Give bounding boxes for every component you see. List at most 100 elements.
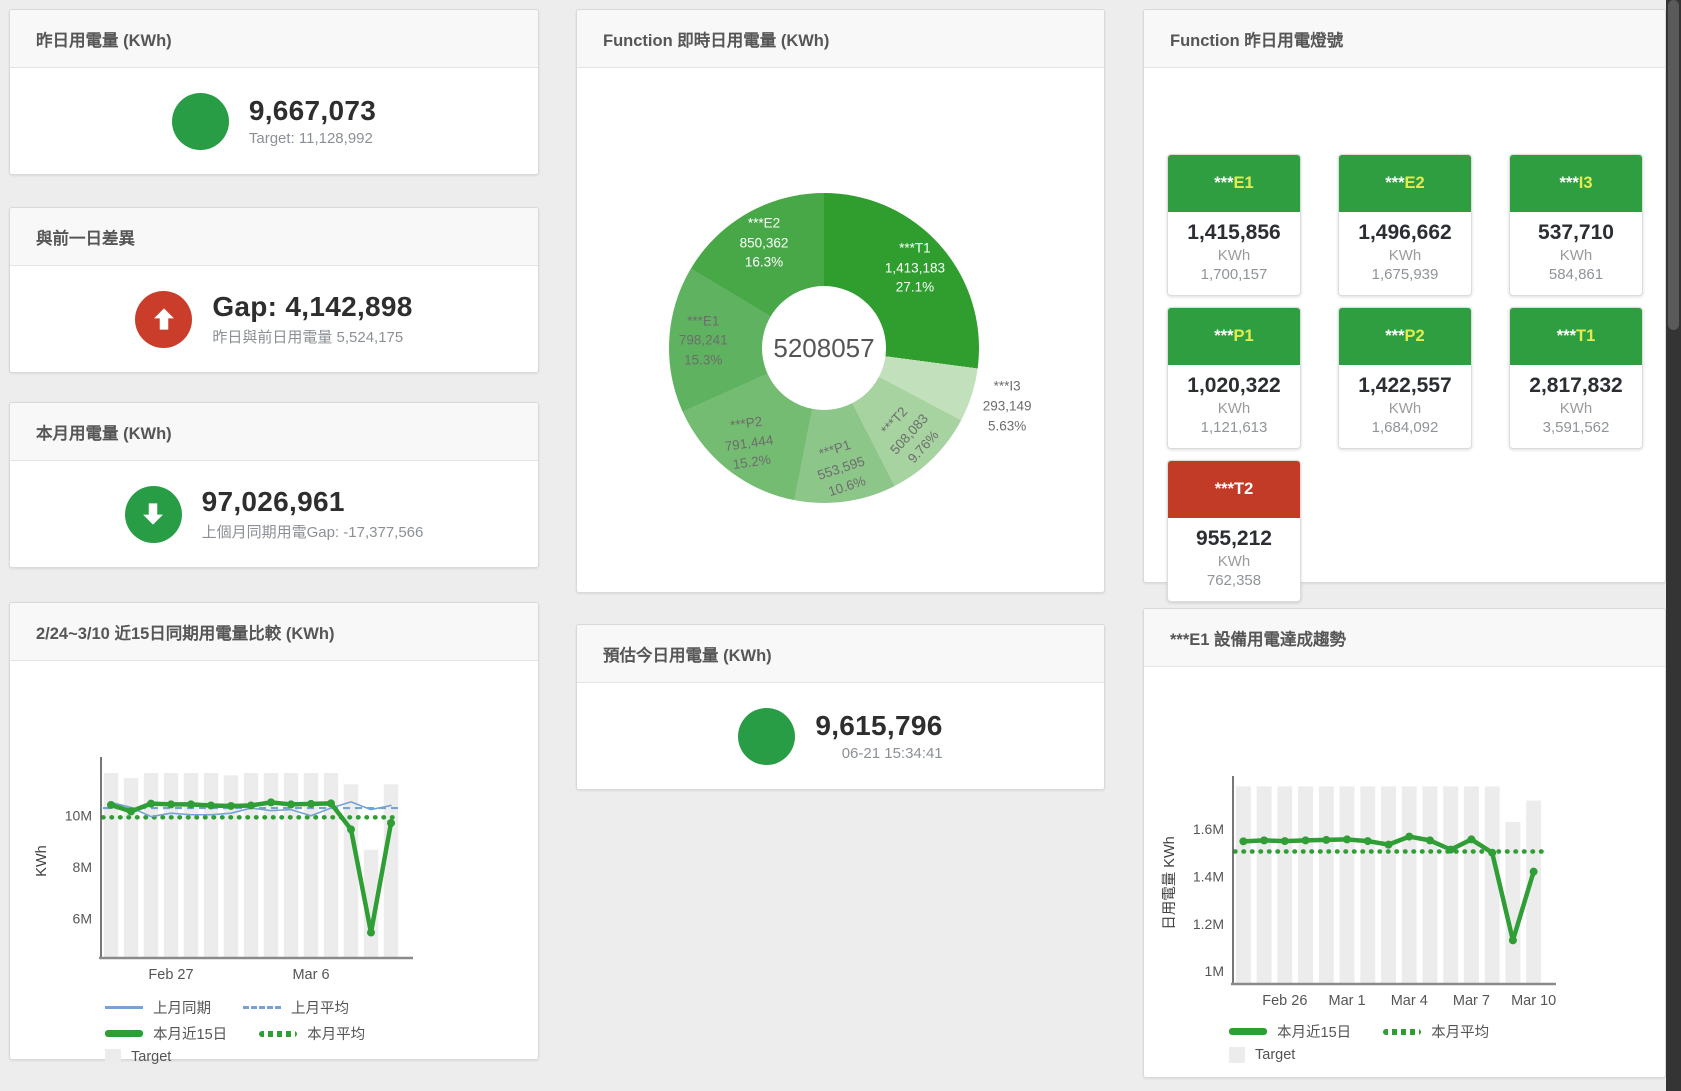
legend-swatch bbox=[105, 1006, 143, 1009]
legend-item[interactable]: 本月平均 bbox=[259, 1023, 365, 1044]
light-tile-e2[interactable]: *** E2 1,496,662 KWh 1,675,939 bbox=[1338, 154, 1472, 296]
light-tile-t1[interactable]: *** T1 2,817,832 KWh 3,591,562 bbox=[1509, 307, 1643, 449]
tile-code: P2 bbox=[1404, 327, 1425, 345]
tile-code: E1 bbox=[1233, 174, 1254, 192]
tile-value: 1,020,322 bbox=[1187, 374, 1281, 397]
panel-month-usage: 本月用電量 (KWh) 97,026,961 上個月同期用電Gap: -17,3… bbox=[9, 402, 539, 568]
donut-chart[interactable]: 5208057 ***T1 1,413,183 27.1% ***I3 293,149 5… bbox=[669, 193, 1032, 503]
tile-value: 2,817,832 bbox=[1529, 374, 1623, 397]
legend-swatch bbox=[105, 1049, 121, 1065]
tile-stars: *** bbox=[1559, 174, 1579, 192]
tile-stars: *** bbox=[1385, 174, 1405, 192]
panel-lights: Function 昨日用電燈號 *** E1 1,415,856 KWh 1,700,1… bbox=[1143, 9, 1666, 602]
legend-item[interactable]: 本月近15日 bbox=[105, 1023, 227, 1044]
legend-label: 本月近15日 bbox=[153, 1027, 228, 1043]
legend-label: Target bbox=[131, 1049, 172, 1065]
panel-header-trend[interactable]: ***E1 設備用電達成趨勢 bbox=[1144, 609, 1665, 667]
legend-swatch bbox=[1229, 1028, 1267, 1035]
svg-text:Mar 10: Mar 10 bbox=[1511, 993, 1556, 1009]
tile-header: *** I3 bbox=[1510, 155, 1642, 212]
scrollbar-thumb[interactable] bbox=[1668, 0, 1679, 330]
light-tile-e1[interactable]: *** E1 1,415,856 KWh 1,700,157 bbox=[1167, 154, 1301, 296]
legend-label: 本月近15日 bbox=[1277, 1025, 1352, 1041]
tile-header: *** E1 bbox=[1168, 155, 1300, 212]
light-tile-t2[interactable]: *** T2 955,212 KWh 762,358 bbox=[1167, 460, 1301, 602]
panel-title: 2/24~3/10 近15日同期用電量比較 (KWh) bbox=[36, 624, 335, 643]
svg-text:日用電量 KWh: 日用電量 KWh bbox=[1162, 836, 1178, 929]
stat-value: Gap: 4,142,898 bbox=[212, 291, 413, 322]
legend-item[interactable]: 上月同期 bbox=[105, 997, 211, 1018]
tile-target: 762,358 bbox=[1206, 572, 1262, 589]
svg-text:Feb 27: Feb 27 bbox=[148, 967, 193, 983]
panel-header-month[interactable]: 本月用電量 (KWh) bbox=[10, 403, 538, 461]
tile-target: 1,684,092 bbox=[1371, 419, 1439, 436]
panel-header-compare[interactable]: 2/24~3/10 近15日同期用電量比較 (KWh) bbox=[10, 603, 538, 661]
svg-text:10M: 10M bbox=[65, 807, 92, 823]
light-tile-p1[interactable]: *** P1 1,020,322 KWh 1,121,613 bbox=[1167, 307, 1301, 449]
svg-text:Feb 26: Feb 26 bbox=[1262, 993, 1307, 1009]
legend-swatch bbox=[105, 1030, 143, 1037]
stat-timestamp: 06-21 15:34:41 bbox=[841, 745, 943, 762]
panel-day-gap: 與前一日差異 Gap: 4,142,898 昨日與前日用電量 5,524,175 bbox=[9, 207, 539, 373]
panel-title: 本月用電量 (KWh) bbox=[36, 424, 172, 443]
tile-unit: KWh bbox=[1388, 247, 1422, 264]
legend-item[interactable]: 本月近15日 bbox=[1229, 1021, 1351, 1042]
stat-subtitle: 上個月同期用電Gap: -17,377,566 bbox=[201, 524, 424, 541]
tile-target: 584,861 bbox=[1548, 266, 1604, 283]
tile-header: *** T2 bbox=[1168, 461, 1300, 518]
panel-realtime-donut: Function 即時日用電量 (KWh) 5208057 ***T1 1,413… bbox=[576, 9, 1105, 593]
stat-value: 9,667,073 bbox=[248, 95, 377, 126]
tile-unit: KWh bbox=[1559, 400, 1593, 417]
panel-header-day-gap[interactable]: 與前一日差異 bbox=[10, 208, 538, 266]
panel-title: 與前一日差異 bbox=[36, 229, 135, 248]
scrollbar[interactable] bbox=[1666, 0, 1681, 1091]
legend-item[interactable]: 上月平均 bbox=[243, 997, 349, 1018]
legend-swatch bbox=[243, 1006, 281, 1009]
panel-title: ***E1 設備用電達成趨勢 bbox=[1170, 630, 1347, 649]
svg-text:Mar 7: Mar 7 bbox=[1453, 993, 1490, 1009]
tile-code: P1 bbox=[1233, 327, 1254, 345]
panel-15day-compare: 2/24~3/10 近15日同期用電量比較 (KWh) 6M 8M 10M Feb 2… bbox=[9, 602, 540, 1065]
donut-slice-label: ***P2 791,444 15.2% bbox=[723, 413, 774, 472]
panel-header-lights[interactable]: Function 昨日用電燈號 bbox=[1144, 10, 1665, 68]
arrow-up-icon bbox=[135, 290, 193, 348]
svg-text:1.6M: 1.6M bbox=[1193, 821, 1224, 837]
compare-chart-legend: 上月同期 上月平均本月近15日 本月平均 Target bbox=[105, 997, 538, 1065]
svg-text:Mar 4: Mar 4 bbox=[1391, 993, 1428, 1009]
light-tile-p2[interactable]: *** P2 1,422,557 KWh 1,684,092 bbox=[1338, 307, 1472, 449]
tile-value: 1,422,557 bbox=[1358, 374, 1452, 397]
tile-code: I3 bbox=[1578, 174, 1593, 192]
svg-text:1.4M: 1.4M bbox=[1193, 868, 1224, 884]
arrow-down-icon bbox=[124, 485, 182, 543]
panel-title: Function 即時日用電量 (KWh) bbox=[603, 31, 830, 50]
legend-label: 上月平均 bbox=[291, 1001, 349, 1017]
donut-slice-label: ***E1 798,241 15.3% bbox=[678, 313, 728, 368]
status-circle-green bbox=[738, 707, 796, 765]
panel-title: Function 昨日用電燈號 bbox=[1170, 31, 1344, 50]
tile-value: 955,212 bbox=[1196, 527, 1272, 550]
trend-line-chart[interactable]: 1M 1.2M 1.4M 1.6M Feb 26 Mar 1 Mar 4 Mar 7 Mar 1… bbox=[1144, 667, 1667, 1015]
light-tile-i3[interactable]: *** I3 537,710 KWh 584,861 bbox=[1509, 154, 1643, 296]
tile-value: 1,496,662 bbox=[1358, 221, 1452, 244]
tile-target: 1,675,939 bbox=[1371, 266, 1439, 283]
panel-title: 預估今日用電量 (KWh) bbox=[603, 646, 772, 665]
stat-value: 9,615,796 bbox=[815, 710, 943, 741]
legend-item[interactable]: 本月平均 bbox=[1383, 1021, 1489, 1042]
donut-slice-label: ***I3 293,149 5.63% bbox=[982, 379, 1032, 434]
donut-total: 5208057 bbox=[773, 332, 875, 363]
legend-item[interactable]: Target bbox=[1229, 1047, 1295, 1063]
legend-item[interactable]: Target bbox=[105, 1049, 171, 1065]
panel-header-estimate[interactable]: 預估今日用電量 (KWh) bbox=[577, 625, 1104, 683]
compare-line-chart[interactable]: 6M 8M 10M Feb 27 Mar 6 KWh bbox=[10, 661, 540, 991]
svg-text:KWh: KWh bbox=[34, 845, 50, 876]
tile-unit: KWh bbox=[1217, 247, 1251, 264]
panel-header-donut[interactable]: Function 即時日用電量 (KWh) bbox=[577, 10, 1104, 68]
donut-slice-label: ***T1 1,413,183 27.1% bbox=[884, 240, 945, 296]
panel-header-yesterday[interactable]: 昨日用電量 (KWh) bbox=[10, 10, 538, 68]
tile-unit: KWh bbox=[1559, 247, 1593, 264]
tile-header: *** T1 bbox=[1510, 308, 1642, 365]
tile-stars: *** bbox=[1385, 327, 1405, 345]
tile-target: 1,121,613 bbox=[1200, 419, 1268, 436]
legend-label: 本月平均 bbox=[307, 1027, 366, 1043]
